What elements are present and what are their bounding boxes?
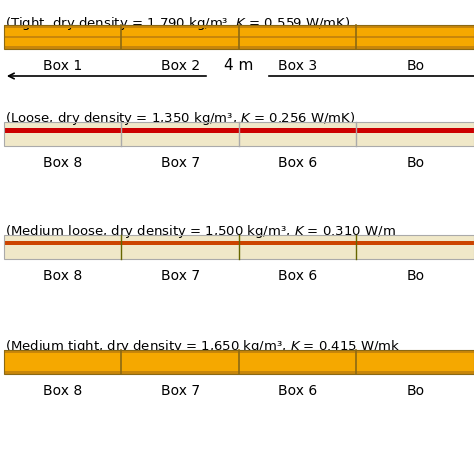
Bar [4,122,474,146]
Text: Box 1: Box 1 [43,59,82,73]
Text: (Medium loose, dry density = 1,500 kg/m³, $K$ = 0.310 W/m: (Medium loose, dry density = 1,500 kg/m³… [5,223,396,240]
Text: (Tight, dry density = 1,790 kg/m³, $K$ = 0.559 W/mK): (Tight, dry density = 1,790 kg/m³, $K$ =… [5,15,350,32]
Text: (Medium tight, dry density = 1,650 kg/m³, $K$ = 0.415 W/mk: (Medium tight, dry density = 1,650 kg/m³… [5,338,401,355]
Bar [4,350,474,353]
Bar [4,25,474,28]
Bar [4,25,474,49]
Bar [4,25,474,49]
Bar [4,371,474,374]
Bar [4,128,474,133]
Text: Box 6: Box 6 [278,269,318,283]
Text: Box 3: Box 3 [278,59,317,73]
Text: Bo: Bo [406,59,424,73]
Text: Box 8: Box 8 [43,269,82,283]
Text: 4 m: 4 m [224,58,254,73]
Text: Bo: Bo [406,269,424,283]
Bar [4,241,474,245]
Text: Box 7: Box 7 [161,384,200,398]
Text: Bo: Bo [406,156,424,170]
Text: Box 8: Box 8 [43,384,82,398]
Text: Box 7: Box 7 [161,269,200,283]
Text: (Loose, dry density = 1,350 kg/m³, $K$ = 0.256 W/mK): (Loose, dry density = 1,350 kg/m³, $K$ =… [5,110,356,127]
Text: Box 8: Box 8 [43,156,82,170]
Bar [4,122,474,146]
Bar [4,235,474,259]
Text: Box 6: Box 6 [278,156,318,170]
Bar [4,235,474,259]
Bar [4,350,474,374]
Bar [4,36,474,38]
Text: Bo: Bo [406,384,424,398]
Text: Box 6: Box 6 [278,384,318,398]
Bar [4,350,474,374]
Text: Box 2: Box 2 [161,59,200,73]
Bar [4,46,474,49]
Text: Box 7: Box 7 [161,156,200,170]
